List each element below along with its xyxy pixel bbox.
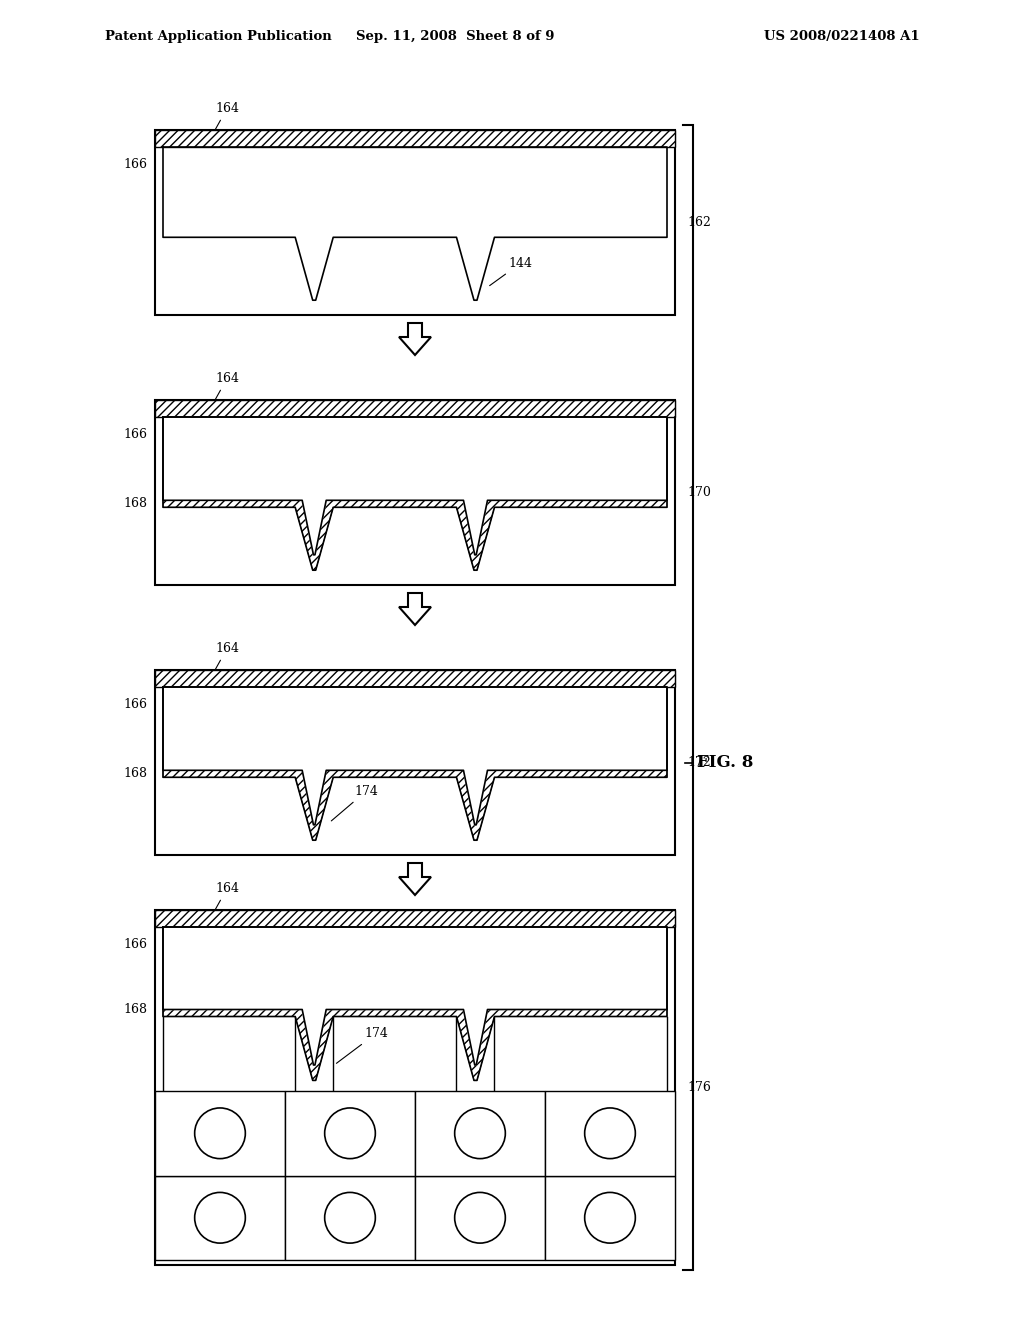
Text: 174: 174 — [337, 1027, 388, 1064]
Bar — [155, 1092, 285, 1176]
Polygon shape — [163, 686, 667, 841]
Bar — [415, 1176, 545, 1261]
Bar — [155, 129, 675, 315]
Text: Sep. 11, 2008  Sheet 8 of 9: Sep. 11, 2008 Sheet 8 of 9 — [355, 30, 554, 44]
Text: 164: 164 — [211, 102, 239, 136]
Polygon shape — [163, 417, 667, 570]
Text: 144: 144 — [280, 969, 305, 1006]
Bar — [155, 909, 675, 927]
Text: 172: 172 — [687, 756, 711, 770]
Polygon shape — [399, 323, 431, 355]
Text: 144: 144 — [489, 256, 532, 285]
Bar — [285, 1176, 415, 1261]
Bar — [155, 909, 675, 1265]
Bar — [415, 1092, 545, 1176]
Text: 168: 168 — [123, 498, 147, 510]
Bar — [155, 671, 675, 855]
Polygon shape — [163, 686, 667, 825]
Text: 166: 166 — [123, 698, 147, 711]
Text: 164: 164 — [211, 882, 239, 916]
Text: 166: 166 — [123, 429, 147, 441]
Bar — [155, 400, 675, 417]
Polygon shape — [163, 927, 667, 1080]
Bar — [285, 1092, 415, 1176]
Polygon shape — [163, 686, 667, 841]
Bar — [545, 1176, 675, 1261]
Text: US 2008/0221408 A1: US 2008/0221408 A1 — [764, 30, 920, 44]
Text: 162: 162 — [687, 216, 711, 228]
Text: 164: 164 — [211, 642, 239, 677]
Polygon shape — [163, 417, 667, 554]
Text: FIG. 8: FIG. 8 — [697, 754, 754, 771]
Text: 166: 166 — [123, 158, 147, 172]
Polygon shape — [163, 927, 667, 1065]
Text: 168: 168 — [123, 767, 147, 780]
Bar — [155, 400, 675, 585]
Text: Patent Application Publication: Patent Application Publication — [105, 30, 332, 44]
Text: 168: 168 — [123, 1003, 147, 1016]
Text: 178: 178 — [503, 979, 554, 1012]
Polygon shape — [163, 417, 667, 570]
Text: 174: 174 — [332, 784, 378, 821]
Text: 170: 170 — [687, 486, 711, 499]
Text: 176: 176 — [687, 1081, 711, 1094]
Text: 166: 166 — [123, 939, 147, 952]
Bar — [155, 671, 675, 686]
Bar — [545, 1092, 675, 1176]
Polygon shape — [163, 147, 667, 300]
Bar — [155, 129, 675, 147]
Text: 144: 144 — [289, 733, 313, 767]
Bar — [155, 1176, 285, 1261]
Polygon shape — [399, 863, 431, 895]
Polygon shape — [399, 593, 431, 624]
Text: 164: 164 — [211, 372, 239, 407]
Polygon shape — [163, 927, 667, 1080]
